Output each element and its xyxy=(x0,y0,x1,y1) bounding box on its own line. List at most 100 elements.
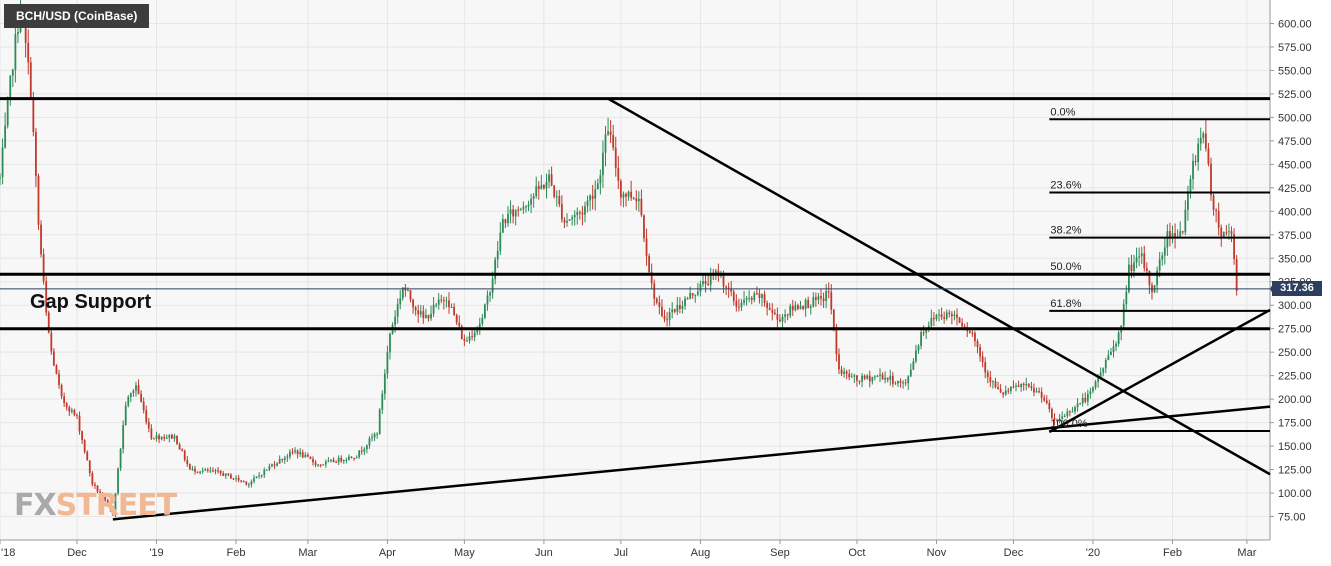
candle-down-body xyxy=(65,402,68,408)
candle-up-body xyxy=(938,314,940,316)
candle-down-body xyxy=(984,362,987,373)
candle-down-body xyxy=(86,451,89,461)
candle-down-body xyxy=(1217,210,1220,228)
candle-up-body xyxy=(1079,403,1082,405)
candle-down-body xyxy=(109,504,112,509)
candle-down-body xyxy=(29,62,32,98)
candle-down-body xyxy=(932,317,935,320)
candle-down-body xyxy=(273,464,276,466)
candle-up-body xyxy=(6,99,9,126)
candle-up-body xyxy=(468,336,471,341)
candle-down-body xyxy=(625,193,627,197)
candle-up-body xyxy=(1074,407,1076,412)
fib-level-label: 0.0% xyxy=(1050,106,1075,118)
candle-up-body xyxy=(1081,397,1084,404)
candle-up-body xyxy=(917,345,920,351)
candle-down-body xyxy=(958,317,961,323)
candle-up-body xyxy=(1071,411,1074,413)
candle-up-body xyxy=(1104,360,1107,369)
candle-down-body xyxy=(553,185,556,197)
candle-up-body xyxy=(9,75,12,100)
candle-up-body xyxy=(748,297,751,299)
candle-up-body xyxy=(861,375,863,382)
candle-up-body xyxy=(265,469,268,471)
candle-up-body xyxy=(394,316,397,325)
candle-up-body xyxy=(17,32,19,35)
candle-down-body xyxy=(309,456,312,460)
candle-up-body xyxy=(132,390,135,394)
candle-down-body xyxy=(773,312,776,315)
candle-down-body xyxy=(42,254,45,282)
candle-up-body xyxy=(330,459,332,461)
candle-down-body xyxy=(704,281,707,284)
candle-down-body xyxy=(1043,397,1046,401)
candle-down-body xyxy=(1212,195,1215,210)
candle-up-body xyxy=(566,220,568,223)
x-tick-label: Apr xyxy=(379,547,396,559)
candle-down-body xyxy=(758,293,761,298)
candle-down-body xyxy=(145,410,148,423)
candle-down-body xyxy=(661,306,663,316)
candle-down-body xyxy=(845,371,848,374)
candle-down-body xyxy=(417,310,420,315)
candle-up-body xyxy=(555,196,558,198)
candle-up-body xyxy=(548,174,550,182)
candle-up-body xyxy=(935,314,938,320)
candle-up-body xyxy=(1171,233,1174,239)
candle-up-body xyxy=(1117,332,1120,344)
candle-up-body xyxy=(201,470,204,472)
candle-up-body xyxy=(876,375,879,377)
candle-down-body xyxy=(755,293,758,295)
candle-down-body xyxy=(140,393,143,402)
candle-up-body xyxy=(399,298,402,305)
candle-up-body xyxy=(122,424,125,449)
candle-up-body xyxy=(1125,291,1128,305)
y-tick-label: 600.00 xyxy=(1278,18,1312,30)
candle-down-body xyxy=(245,481,248,485)
candle-up-body xyxy=(473,332,476,338)
candle-down-body xyxy=(319,464,322,466)
candle-up-body xyxy=(173,435,176,439)
candle-up-body xyxy=(283,457,286,460)
candle-up-body xyxy=(817,296,820,300)
candle-up-body xyxy=(1163,247,1166,256)
candle-down-body xyxy=(106,500,109,505)
candle-up-body xyxy=(843,371,846,374)
x-tick-label: Aug xyxy=(691,547,711,559)
candle-up-body xyxy=(466,340,468,342)
candle-up-body xyxy=(889,375,892,380)
candle-down-body xyxy=(768,307,771,310)
x-tick-label: Mar xyxy=(298,547,317,559)
candle-down-body xyxy=(1225,232,1228,234)
candle-up-body xyxy=(1158,259,1161,271)
candle-down-body xyxy=(976,341,979,347)
candle-down-body xyxy=(217,470,219,472)
candle-up-body xyxy=(825,291,828,301)
candle-down-body xyxy=(1130,264,1133,272)
candle-down-body xyxy=(88,460,91,474)
candle-up-body xyxy=(1097,378,1100,382)
candle-down-body xyxy=(838,354,840,370)
candle-up-body xyxy=(396,304,399,317)
candle-down-body xyxy=(766,303,769,308)
candle-up-body xyxy=(214,470,217,472)
x-tick-label: '20 xyxy=(1086,547,1100,559)
candle-down-body xyxy=(460,326,463,340)
candle-up-body xyxy=(1058,418,1061,422)
y-tick-label: 200.00 xyxy=(1278,394,1312,406)
candle-up-body xyxy=(358,450,361,458)
candle-down-body xyxy=(732,291,735,301)
candle-up-body xyxy=(368,438,371,446)
candle-down-body xyxy=(170,434,173,439)
candle-up-body xyxy=(499,232,502,251)
candle-up-body xyxy=(1102,368,1105,373)
candle-up-body xyxy=(684,298,686,307)
candle-down-body xyxy=(186,459,189,465)
candle-up-body xyxy=(365,445,368,450)
candle-up-body xyxy=(894,383,897,385)
candle-up-body xyxy=(160,436,163,440)
plot-area xyxy=(0,0,1270,540)
candle-up-body xyxy=(668,312,671,320)
candle-down-body xyxy=(55,365,58,374)
candle-down-body xyxy=(738,306,740,308)
